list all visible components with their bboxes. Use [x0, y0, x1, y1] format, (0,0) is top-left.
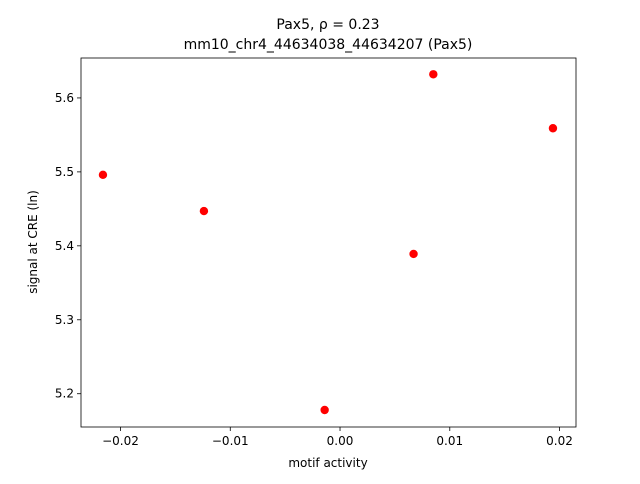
point [548, 124, 558, 133]
x-tick-label: −0.01 [212, 434, 249, 448]
y-tick-label: 5.5 [55, 165, 74, 179]
x-tick-label: −0.02 [102, 434, 139, 448]
point [320, 405, 329, 415]
y-tick-label: 5.2 [55, 387, 74, 401]
point [429, 70, 438, 79]
x-tick-label: 0.00 [327, 434, 354, 448]
y-tick-label: 5.6 [55, 91, 74, 105]
chart-title: Pax5, ρ = 0.23 [276, 17, 379, 33]
plot-frame [80, 57, 577, 428]
y-tick-label: 5.3 [55, 313, 74, 327]
point [199, 206, 209, 216]
y-axis-label: signal at CRE (ln) [26, 190, 40, 294]
x-tick-label: 0.01 [436, 434, 463, 448]
x-tick-label: 0.02 [546, 434, 573, 448]
point [409, 249, 418, 259]
point [98, 170, 108, 180]
x-axis-label: motif activity [288, 456, 367, 470]
chart-subtitle: mm10_chr4_44634038_44634207 (Pax5) [184, 37, 473, 53]
y-tick-label: 5.4 [55, 239, 74, 253]
